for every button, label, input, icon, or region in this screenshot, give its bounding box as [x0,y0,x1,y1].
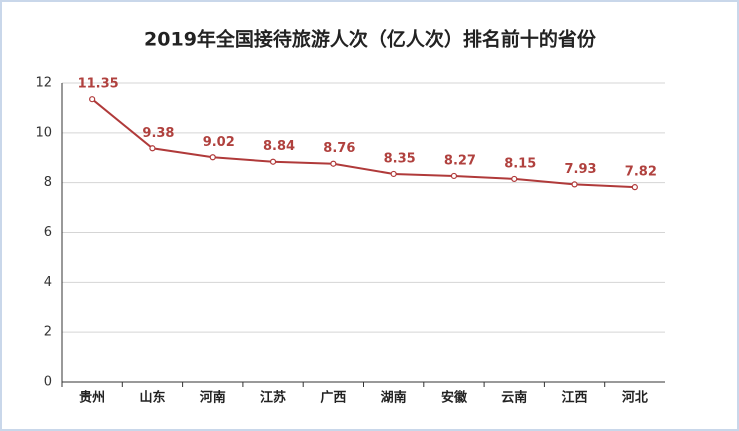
y-tick-label: 10 [35,125,52,140]
x-tick-label: 云南 [501,390,527,406]
data-point [209,154,216,161]
data-label: 11.35 [78,77,119,92]
x-tick-label: 江苏 [260,390,286,406]
data-label: 9.02 [203,135,235,150]
data-label: 8.84 [263,139,295,154]
x-tick-label: 山东 [139,390,165,406]
y-tick-label: 4 [44,275,52,290]
y-tick-label: 6 [44,225,52,240]
data-point [269,158,277,165]
data-point [511,175,518,183]
data-point [330,160,337,167]
data-point [631,184,638,191]
data-point [390,170,397,178]
data-label: 7.93 [565,162,597,177]
x-tick-label: 贵州 [79,390,105,406]
data-label: 9.38 [142,126,174,141]
y-tick-label: 0 [44,375,52,390]
y-tick-label: 2 [44,325,52,340]
y-tick-label: 8 [44,175,52,190]
data-label: 8.15 [504,156,536,171]
data-point [89,96,96,103]
y-tick-label: 12 [35,76,52,91]
chart-title: 2019年全国接待旅游人次（亿人次）排名前十的省份 [144,28,597,51]
data-label: 8.76 [323,141,355,156]
line-series [91,98,635,189]
data-label: 8.35 [384,151,416,166]
x-tick-label: 河南 [200,390,226,406]
data-point [149,145,156,152]
x-tick-label: 湖南 [381,390,407,406]
data-point [450,172,458,180]
x-tick-label: 河北 [622,390,648,406]
data-label: 7.82 [625,165,657,180]
data-point [571,181,578,188]
x-tick-label: 安徽 [441,390,468,406]
data-label: 8.27 [444,153,476,168]
x-tick-label: 广西 [320,390,346,406]
x-tick-label: 江西 [562,390,588,406]
